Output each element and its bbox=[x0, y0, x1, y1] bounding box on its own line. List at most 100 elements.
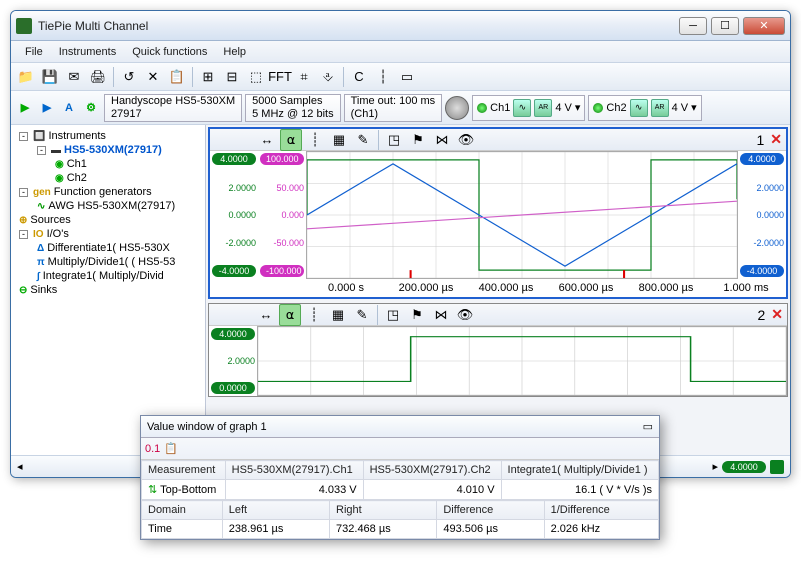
play-btn-0[interactable]: ▶ bbox=[15, 98, 35, 118]
vt2-v2: 732.468 µs bbox=[330, 520, 437, 539]
tree-item-4[interactable]: -genFunction generators bbox=[15, 185, 201, 199]
close-button[interactable]: ✕ bbox=[743, 17, 785, 35]
g1-tool-5[interactable]: ✎ bbox=[352, 129, 374, 151]
instrument-serial: 27917 bbox=[111, 108, 235, 120]
toolbar-btn-3-2[interactable]: ▭ bbox=[396, 66, 418, 88]
tree-item-7[interactable]: -IOI/O's bbox=[15, 227, 201, 241]
toolbar-btn-0-2[interactable]: ✉ bbox=[63, 66, 85, 88]
g1-tool-3[interactable]: ┊ bbox=[304, 129, 326, 151]
g2-tool-6[interactable]: ◳ bbox=[382, 304, 404, 326]
g2-tool-5[interactable]: ✎ bbox=[351, 304, 373, 326]
ch2-range: 4 V bbox=[672, 102, 689, 114]
titlebar: TiePie Multi Channel ─ ☐ ✕ bbox=[11, 11, 790, 41]
play-btn-1[interactable]: ▶ bbox=[37, 98, 57, 118]
g2-tool-8[interactable]: ⋈ bbox=[430, 304, 452, 326]
menu-help[interactable]: Help bbox=[215, 44, 254, 60]
value-window-toolbar: 0.1 📋 bbox=[141, 438, 659, 460]
toolbar-btn-2-3[interactable]: FFT bbox=[269, 66, 291, 88]
tree-item-6[interactable]: ⊕Sources bbox=[15, 213, 201, 227]
menu-instruments[interactable]: Instruments bbox=[51, 44, 124, 60]
value-table-2: Domain Left Right Difference 1/Differenc… bbox=[141, 500, 659, 539]
toolbar-btn-2-5[interactable]: ⎀ bbox=[317, 66, 339, 88]
timeout-panel: Time out: 100 ms (Ch1) bbox=[344, 94, 443, 122]
toolbar-btn-0-3[interactable]: 🖨 bbox=[87, 66, 109, 88]
ch1-panel[interactable]: Ch1 ∿ AR 4 V ▾ bbox=[472, 95, 585, 121]
g1-tool-7[interactable]: ⚑ bbox=[407, 129, 429, 151]
vt1-v3: 16.1 ( V * V/s )s bbox=[501, 480, 658, 500]
play-btn-3[interactable]: ⚙ bbox=[81, 98, 101, 118]
vw-tool-1[interactable]: 0.1 bbox=[145, 443, 160, 455]
status-scroll-arrow[interactable]: ▸ bbox=[712, 460, 718, 473]
toolbar-btn-2-2[interactable]: ⬚ bbox=[245, 66, 267, 88]
vt2-h0: Domain bbox=[142, 501, 223, 520]
toolbar: 📁💾✉🖨 ↺✕📋 ⊞⊟⬚FFT⌗⎀ C┆▭ bbox=[11, 63, 790, 91]
g2-tool-1[interactable]: ↔ bbox=[255, 304, 277, 326]
g1-tool-9[interactable]: 👁 bbox=[455, 129, 477, 151]
toolbar-btn-2-4[interactable]: ⌗ bbox=[293, 66, 315, 88]
tree-item-5[interactable]: ∿AWG HS5-530XM(27917) bbox=[15, 199, 201, 213]
value-window-title: Value window of graph 1 ▭ bbox=[141, 416, 659, 438]
toolbar-btn-0-1[interactable]: 💾 bbox=[39, 66, 61, 88]
g2-tool-9[interactable]: 👁 bbox=[454, 304, 476, 326]
ch2-wave-icon[interactable]: ∿ bbox=[630, 99, 648, 117]
value-window-close[interactable]: ▭ bbox=[643, 420, 653, 433]
menu-quick-functions[interactable]: Quick functions bbox=[124, 44, 215, 60]
minimize-button[interactable]: ─ bbox=[679, 17, 707, 35]
toolbar-btn-1-0[interactable]: ↺ bbox=[118, 66, 140, 88]
graph1-plot[interactable] bbox=[306, 151, 738, 279]
tree-item-10[interactable]: ∫Integrate1( Multiply/Divid bbox=[15, 269, 201, 283]
g2-tool-7[interactable]: ⚑ bbox=[406, 304, 428, 326]
ch2-panel[interactable]: Ch2 ∿ AR 4 V ▾ bbox=[588, 95, 701, 121]
g1-tool-1[interactable]: ↔ bbox=[256, 129, 278, 151]
g1-tool-8[interactable]: ⋈ bbox=[431, 129, 453, 151]
play-btn-2[interactable]: A bbox=[59, 98, 79, 118]
g1-tool-4[interactable]: ▦ bbox=[328, 129, 350, 151]
g2-tool-3[interactable]: ┊ bbox=[303, 304, 325, 326]
ch2-dropdown-icon[interactable]: ▾ bbox=[691, 101, 697, 114]
toolbar-btn-1-1[interactable]: ✕ bbox=[142, 66, 164, 88]
toolbar-btn-3-1[interactable]: ┆ bbox=[372, 66, 394, 88]
g1-tool-6[interactable]: ◳ bbox=[383, 129, 405, 151]
ch2-ar-button[interactable]: AR bbox=[651, 99, 669, 117]
toolbar-btn-2-1[interactable]: ⊟ bbox=[221, 66, 243, 88]
ch1-range: 4 V bbox=[555, 102, 572, 114]
toolbar-btn-2-0[interactable]: ⊞ bbox=[197, 66, 219, 88]
vt2-h1: Left bbox=[222, 501, 329, 520]
samples-panel: 5000 Samples 5 MHz @ 12 bits bbox=[245, 94, 340, 122]
sidebar: -🔲Instruments-▬HS5-530XM(27917)◉Ch1◉Ch2-… bbox=[11, 125, 206, 455]
value-window: Value window of graph 1 ▭ 0.1 📋 Measurem… bbox=[140, 415, 660, 540]
tree-item-11[interactable]: ⊖Sinks bbox=[15, 283, 201, 297]
g2-tool-4[interactable]: ▦ bbox=[327, 304, 349, 326]
tree-item-2[interactable]: ◉Ch1 bbox=[15, 157, 201, 171]
g2-tool-2[interactable]: ⍺ bbox=[279, 304, 301, 326]
ch1-ar-button[interactable]: AR bbox=[534, 99, 552, 117]
menu-file[interactable]: File bbox=[17, 44, 51, 60]
status-swatch-icon bbox=[770, 460, 784, 474]
maximize-button[interactable]: ☐ bbox=[711, 17, 739, 35]
ch2-label: Ch2 bbox=[606, 102, 626, 114]
graph1-close[interactable]: ✕ bbox=[770, 131, 782, 148]
tree-item-8[interactable]: ΔDifferentiate1( HS5-530X bbox=[15, 241, 201, 255]
tree-item-3[interactable]: ◉Ch2 bbox=[15, 171, 201, 185]
vt2-label: Time bbox=[142, 520, 223, 539]
tree-item-0[interactable]: -🔲Instruments bbox=[15, 129, 201, 143]
ch1-dropdown-icon[interactable]: ▾ bbox=[575, 101, 581, 114]
status-value: 4.0000 bbox=[722, 461, 766, 473]
graph2-toolbar: ↔ ⍺ ┊ ▦ ✎ ◳ ⚑ ⋈ 👁 2 ✕ bbox=[209, 304, 787, 326]
graph2-plot[interactable] bbox=[257, 326, 787, 396]
tree-item-1[interactable]: -▬HS5-530XM(27917) bbox=[15, 143, 201, 157]
vt2-h3: Difference bbox=[437, 501, 544, 520]
vw-tool-2[interactable]: 📋 bbox=[164, 442, 178, 455]
status-left-arrow[interactable]: ◂ bbox=[17, 460, 23, 473]
vt2-v1: 238.961 µs bbox=[222, 520, 329, 539]
knob-icon[interactable] bbox=[445, 96, 469, 120]
tree-item-9[interactable]: πMultiply/Divide1( ( HS5-53 bbox=[15, 255, 201, 269]
ch1-wave-icon[interactable]: ∿ bbox=[513, 99, 531, 117]
g1-tool-2[interactable]: ⍺ bbox=[280, 129, 302, 151]
toolbar-btn-1-2[interactable]: 📋 bbox=[166, 66, 188, 88]
graph1-number: 1 bbox=[756, 132, 764, 148]
toolbar-btn-3-0[interactable]: C bbox=[348, 66, 370, 88]
toolbar-btn-0-0[interactable]: 📁 bbox=[15, 66, 37, 88]
infobar: ▶▶A⚙ Handyscope HS5-530XM 27917 5000 Sam… bbox=[11, 91, 790, 125]
graph2-close[interactable]: ✕ bbox=[771, 306, 783, 323]
